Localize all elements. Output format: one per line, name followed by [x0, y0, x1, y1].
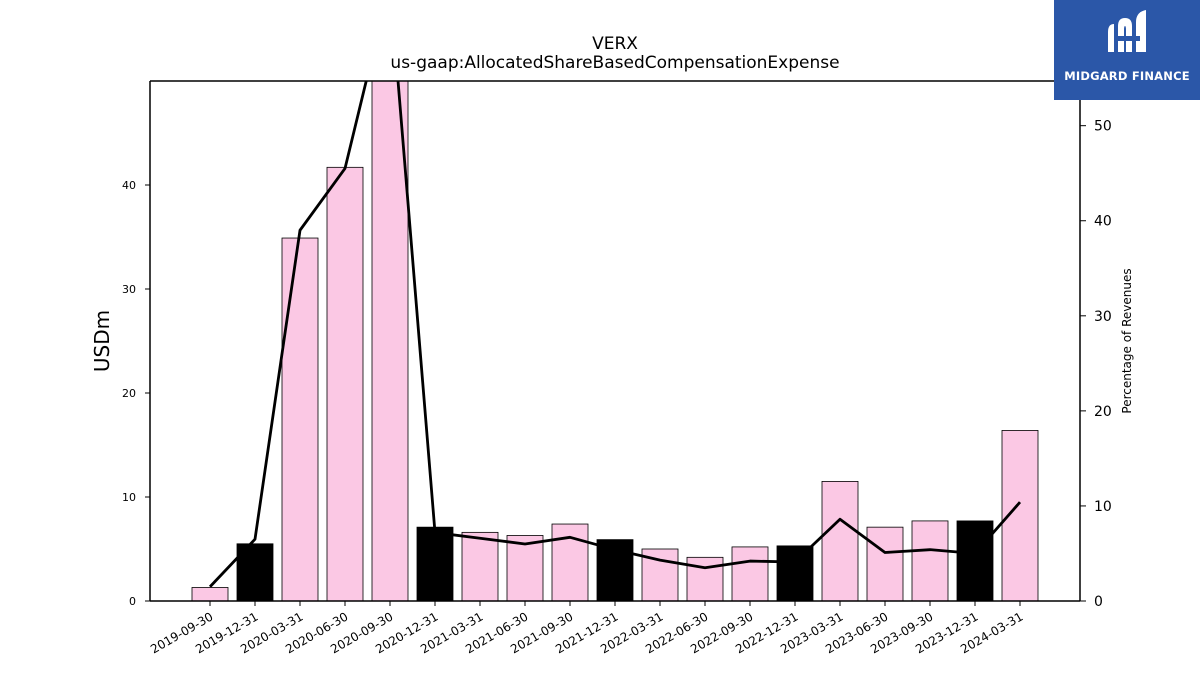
y-tick-label: 30: [122, 283, 136, 296]
bar: [866, 526, 904, 601]
bar: [326, 166, 364, 601]
bar: [416, 526, 454, 601]
bar: [371, 81, 409, 601]
bar: [821, 480, 859, 601]
logo-mark-icon: [1108, 10, 1146, 52]
brand-logo: MIDGARD FINANCE: [1054, 0, 1200, 100]
bar-series: [191, 81, 1039, 601]
chart-subtitle: us-gaap:AllocatedShareBasedCompensationE…: [390, 53, 839, 73]
bar: [956, 520, 994, 601]
y2-tick-label: 30: [1094, 309, 1112, 325]
y-axis-label: USDm: [90, 310, 114, 372]
y2-tick-label: 20: [1094, 404, 1112, 420]
bar: [551, 523, 589, 601]
line-series-path: [208, 81, 1022, 588]
y-tick-label: 40: [122, 179, 136, 192]
y2-tick-label: 10: [1094, 499, 1112, 515]
bar: [461, 531, 499, 601]
bar: [911, 520, 949, 601]
bar: [281, 237, 319, 601]
bar: [731, 546, 769, 601]
y2-tick-label: 50: [1094, 119, 1112, 135]
bar: [686, 556, 724, 601]
bar: [1001, 430, 1039, 601]
y-tick-label: 10: [122, 491, 136, 504]
bar: [506, 535, 544, 601]
bar: [191, 587, 229, 601]
y2-tick-label: 40: [1094, 214, 1112, 230]
y2-tick-label: 0: [1094, 594, 1103, 610]
y-tick-label: 0: [129, 595, 136, 608]
bar: [776, 545, 814, 601]
line-series: [208, 81, 1022, 588]
y-tick-label: 20: [122, 387, 136, 400]
y2-axis-label: Percentage of Revenues: [1120, 268, 1134, 413]
logo-text: MIDGARD FINANCE: [1064, 69, 1190, 83]
chart-title: VERX: [592, 34, 638, 54]
